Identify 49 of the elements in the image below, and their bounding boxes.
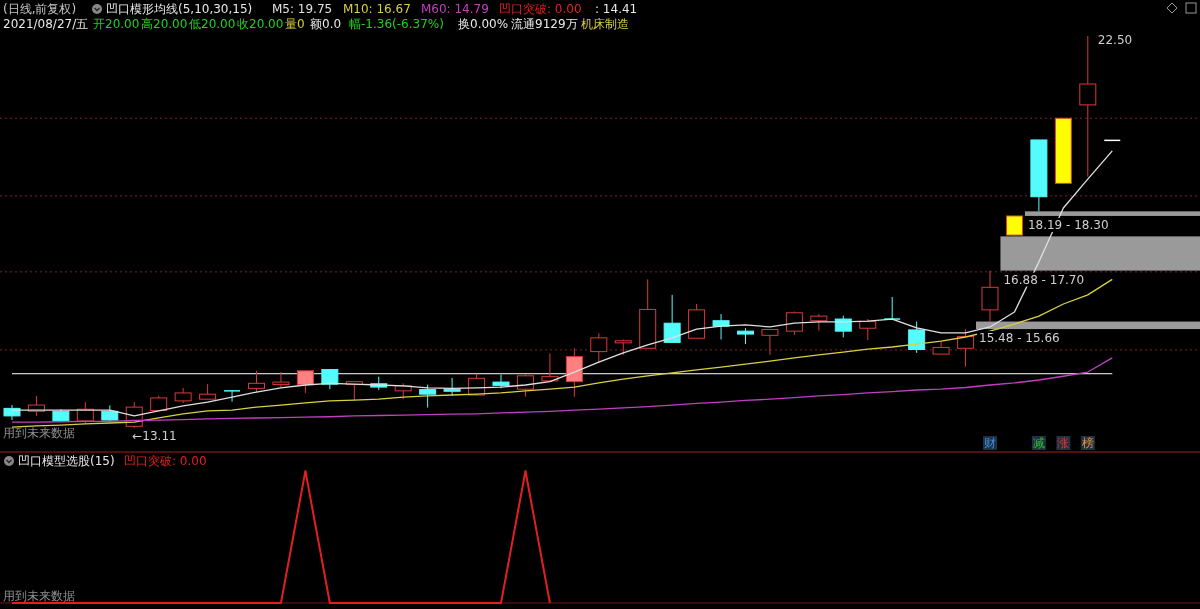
- text: 凹口突破: 0.00: [499, 2, 582, 16]
- candlestick: [712, 313, 730, 340]
- text: 高20.00: [141, 17, 188, 31]
- candlestick: [419, 384, 437, 409]
- text: 开20.00: [93, 17, 140, 31]
- text: 额0.0: [310, 17, 342, 31]
- annotation: 用到未来数据: [3, 589, 75, 603]
- text: 凹口突破: 0.00: [124, 454, 207, 468]
- annotation: 22.50: [1097, 33, 1133, 47]
- text: : 14.41: [595, 2, 638, 16]
- candlestick: [223, 389, 241, 403]
- text: 财: [984, 436, 996, 450]
- text: M5: 19.75: [272, 2, 333, 16]
- text: M10: 16.67: [343, 2, 411, 16]
- text: 减: [1032, 436, 1045, 450]
- text: 量0: [285, 17, 305, 31]
- text: 幅-1.36(-6.37%): [349, 17, 444, 31]
- text: 榜: [1081, 436, 1094, 450]
- text: M60: 14.79: [421, 2, 489, 16]
- chart-subtitle: (日线,前复权): [3, 2, 77, 16]
- candlestick: [1079, 35, 1097, 178]
- text: 机床制造: [581, 17, 629, 31]
- candlestick: [761, 328, 779, 356]
- text: 涨: [1057, 436, 1070, 450]
- candlestick: [272, 371, 290, 388]
- band-label: 18.19 - 18.30: [1027, 217, 1109, 232]
- candlestick: [321, 369, 339, 390]
- candlestick: [590, 332, 608, 364]
- candlestick: [810, 313, 828, 332]
- chart-title: 凹口模型选股(15): [18, 454, 115, 468]
- candlestick: [663, 294, 681, 343]
- candlestick: [541, 352, 559, 382]
- candlestick: [248, 370, 265, 393]
- band-label: 15.48 - 15.66: [979, 331, 1060, 346]
- text: ←13.11: [132, 429, 177, 443]
- annotation: 用到未来数据: [3, 426, 75, 440]
- text: 流通9129万: [511, 17, 578, 31]
- candlestick: [443, 377, 461, 397]
- text: 收20.00: [237, 17, 284, 31]
- candlestick: [908, 321, 926, 354]
- text: 2021/08/27/五: [3, 17, 89, 31]
- text: 换0.00%: [458, 17, 509, 31]
- chart-title: 凹口模形均线(5,10,30,15): [106, 2, 253, 16]
- band-label: 16.88 - 17.70: [1003, 272, 1085, 287]
- candlestick: [859, 318, 877, 341]
- candlestick: [296, 370, 314, 394]
- text: 低20.00: [189, 17, 236, 31]
- candlestick: [981, 270, 999, 323]
- candlestick: [957, 328, 975, 368]
